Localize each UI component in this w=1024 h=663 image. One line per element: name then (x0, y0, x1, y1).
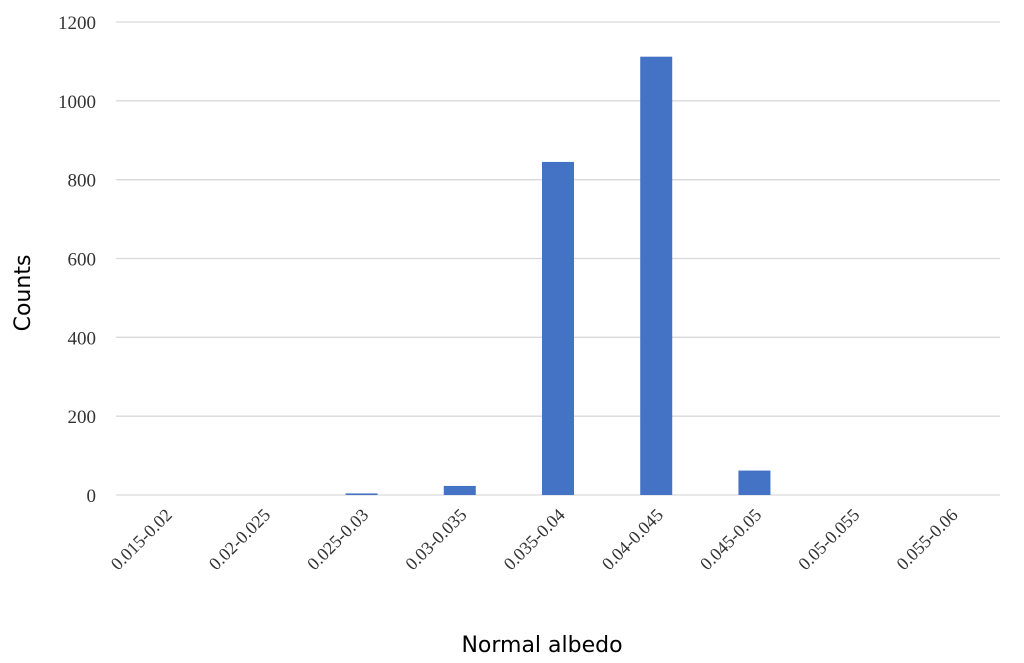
y-tick-label: 800 (68, 171, 97, 192)
x-tick-label: 0.04-0.045 (598, 505, 667, 574)
y-tick-label: 1000 (58, 92, 96, 113)
x-axis-title: Normal albedo (461, 633, 622, 658)
y-tick-label: 600 (68, 250, 97, 271)
bars (345, 56, 771, 495)
x-axis-ticks: 0.015-0.02 0.02-0.025 0.025-0.03 0.03-0.035… (107, 505, 962, 574)
bar-0.045-0.05 (738, 470, 771, 495)
x-tick-label: 0.035-0.04 (500, 505, 569, 574)
x-tick-label: 0.055-0.06 (892, 505, 961, 574)
y-axis-title: Counts (11, 255, 36, 332)
bar-0.025-0.03 (345, 493, 378, 495)
y-axis-ticks: 0 200 400 600 800 1000 1200 (58, 13, 96, 507)
bar-0.03-0.035 (443, 485, 476, 495)
x-tick-label: 0.05-0.055 (794, 505, 863, 574)
x-tick-label: 0.03-0.035 (401, 505, 470, 574)
y-tick-label: 1200 (58, 13, 96, 34)
y-tick-label: 400 (68, 328, 97, 349)
y-tick-label: 0 (87, 486, 97, 507)
x-tick-label: 0.025-0.03 (303, 505, 372, 574)
x-tick-label: 0.02-0.025 (205, 505, 274, 574)
bar-0.035-0.04 (542, 161, 574, 495)
y-tick-label: 200 (68, 407, 97, 428)
bar-0.04-0.045 (640, 56, 673, 495)
x-tick-label: 0.045-0.05 (696, 505, 765, 574)
x-tick-label: 0.015-0.02 (107, 505, 176, 574)
